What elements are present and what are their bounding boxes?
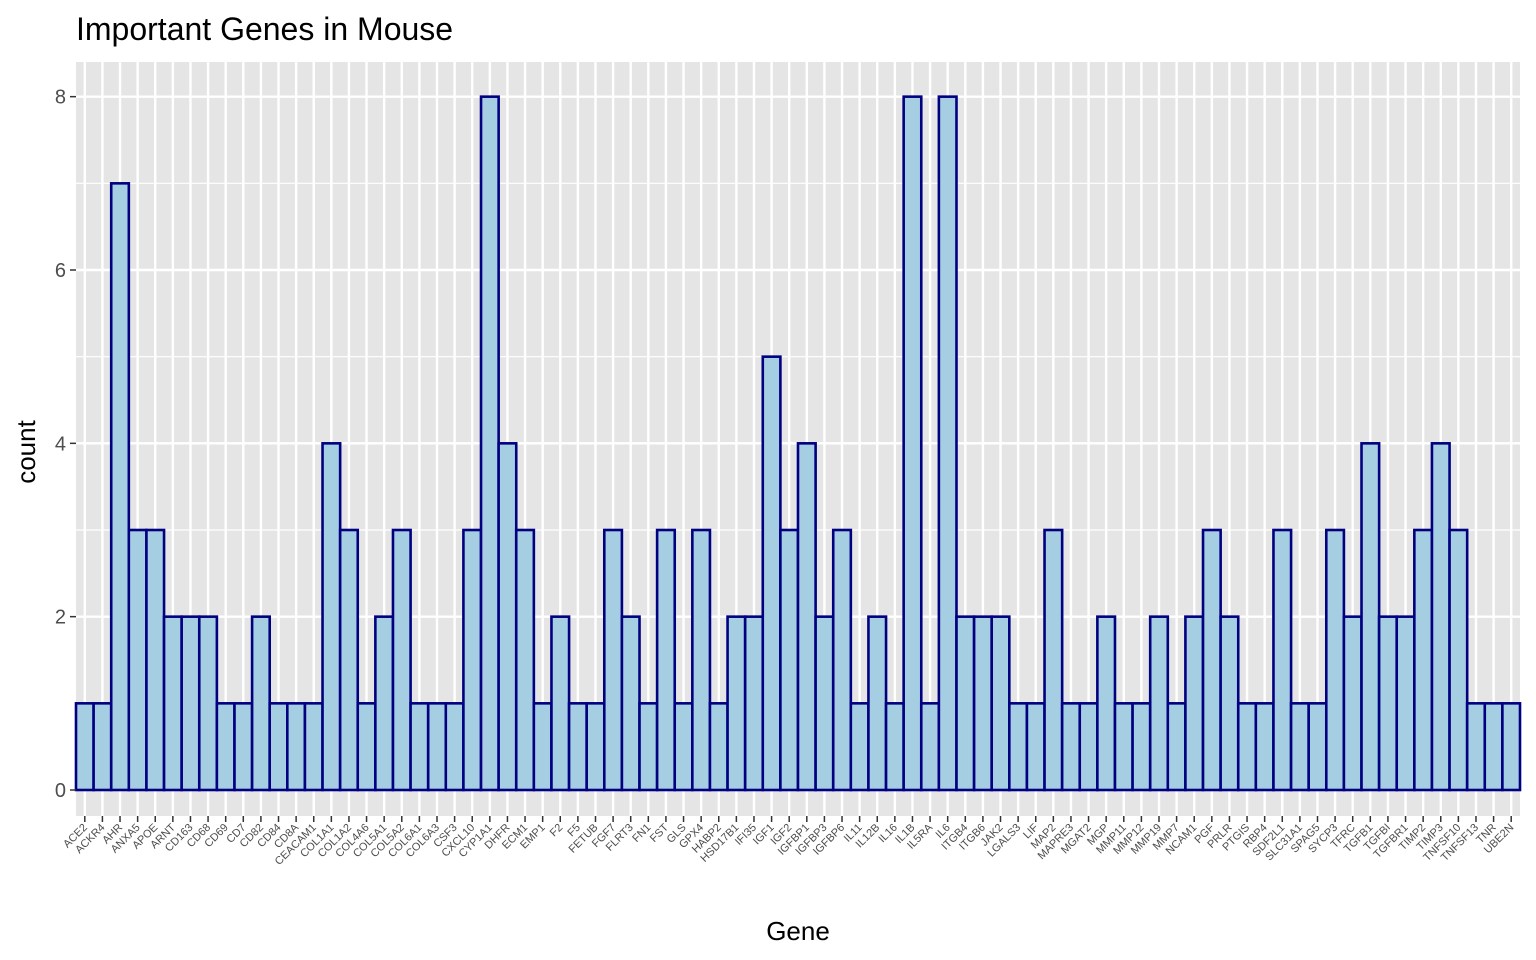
bar-cd84 [268, 702, 289, 792]
bar-hsd17b1 [726, 615, 747, 792]
bar-tnfsf13 [1465, 702, 1487, 792]
bar-timp2 [1413, 528, 1434, 792]
bar-ackr4 [92, 702, 113, 792]
bar-jak2 [990, 615, 1011, 792]
bar-igfbp3 [814, 615, 835, 792]
bar-ahr [109, 182, 131, 792]
bar-ecm1 [514, 528, 536, 792]
bar-col5a2 [391, 528, 412, 792]
bar-cd69 [215, 702, 236, 792]
bar-f5 [567, 702, 588, 792]
y-tick-label: 2 [55, 607, 66, 629]
y-tick-label: 0 [55, 780, 66, 802]
y-tick-label: 6 [55, 260, 66, 282]
bar-mgat2 [1078, 702, 1099, 792]
bar-cxcl10 [462, 528, 483, 792]
bar-tgfb1 [1360, 442, 1381, 792]
bar-f2 [550, 615, 571, 792]
bar-apoe [145, 528, 166, 792]
bar-fetub [585, 702, 606, 792]
bar-itgb4 [955, 615, 976, 792]
bar-sycp3 [1324, 528, 1346, 792]
chart-title: Important Genes in Mouse [76, 11, 453, 47]
bar-mapre3 [1060, 702, 1082, 792]
bar-prlr [1219, 615, 1240, 792]
bar-il11 [849, 702, 870, 792]
bar-cyp1a1 [479, 95, 500, 792]
bar-gls [673, 702, 694, 792]
bar-dhfr [497, 442, 518, 792]
bar-map2 [1043, 528, 1064, 792]
bar-spag5 [1307, 702, 1328, 792]
bar-sdf2l1 [1272, 528, 1293, 792]
bar-tnfsf10 [1448, 528, 1469, 792]
y-axis: 0 2 4 6 8 [55, 87, 76, 802]
bar-arnt [162, 615, 183, 792]
bar-flrt3 [620, 615, 641, 792]
bar-cd163 [180, 615, 201, 792]
bar-col5a1 [374, 615, 395, 792]
bar-col6a1 [409, 702, 430, 792]
bar-igf1 [761, 355, 782, 792]
bar-ace2 [74, 702, 95, 792]
bar-slc31a1 [1289, 702, 1310, 792]
bar-cd68 [197, 615, 219, 792]
bar-rbp4 [1254, 702, 1275, 792]
bar-mmp7 [1166, 702, 1187, 792]
bar-habp2 [708, 702, 729, 792]
bar-col6a3 [426, 702, 448, 792]
bar-ifi35 [743, 615, 765, 792]
bar-ncam1 [1184, 615, 1205, 792]
bar-cd7 [233, 702, 254, 792]
bar-mgp [1096, 615, 1117, 792]
bar-cd8a [286, 702, 307, 792]
bar-tnr [1483, 702, 1504, 792]
x-axis: ACE2ACKR4AHRANXA5APOEARNTCD163CD68CD69CD… [61, 816, 1516, 868]
bar-mmp12 [1131, 702, 1152, 792]
bar-ceacam1 [303, 702, 324, 792]
bar-fn1 [638, 702, 659, 792]
bars [74, 95, 1522, 792]
x-tick-label: F2 [548, 822, 566, 840]
bar-il1b [902, 95, 923, 792]
bar-fgf7 [602, 528, 624, 792]
bar-col4a6 [356, 702, 377, 792]
bar-igfbp1 [796, 442, 817, 792]
bar-emp1 [532, 702, 553, 792]
y-axis-title: count [11, 419, 41, 483]
bar-anxa5 [127, 528, 148, 792]
bar-tfrc [1342, 615, 1363, 792]
bar-tgfbi [1377, 615, 1399, 792]
bar-igf2 [779, 528, 800, 792]
bar-il16 [884, 702, 905, 792]
bar-col1a2 [338, 528, 360, 792]
bar-tgfbr1 [1395, 615, 1416, 792]
bar-itgb6 [972, 615, 994, 792]
bar-col1a1 [321, 442, 342, 792]
bar-lgals3 [1008, 702, 1029, 792]
y-tick-label: 8 [55, 87, 66, 109]
bar-mmp11 [1113, 702, 1134, 792]
bar-csf3 [444, 702, 465, 792]
bar-il12b [867, 615, 888, 792]
bar-fst [655, 528, 677, 792]
bar-timp3 [1430, 442, 1451, 792]
bar-ube2n [1501, 702, 1522, 792]
bar-gpx4 [691, 528, 712, 792]
bar-lif [1025, 702, 1046, 792]
bar-cd82 [250, 615, 272, 792]
bar-il6 [937, 95, 958, 792]
y-tick-label: 4 [55, 433, 66, 455]
bar-ptgis [1236, 702, 1258, 792]
bar-pgf [1201, 528, 1222, 792]
x-axis-title: Gene [766, 916, 830, 946]
bar-mmp19 [1148, 615, 1170, 792]
bar-igfbp6 [831, 528, 853, 792]
bar-il5ra [919, 702, 941, 792]
